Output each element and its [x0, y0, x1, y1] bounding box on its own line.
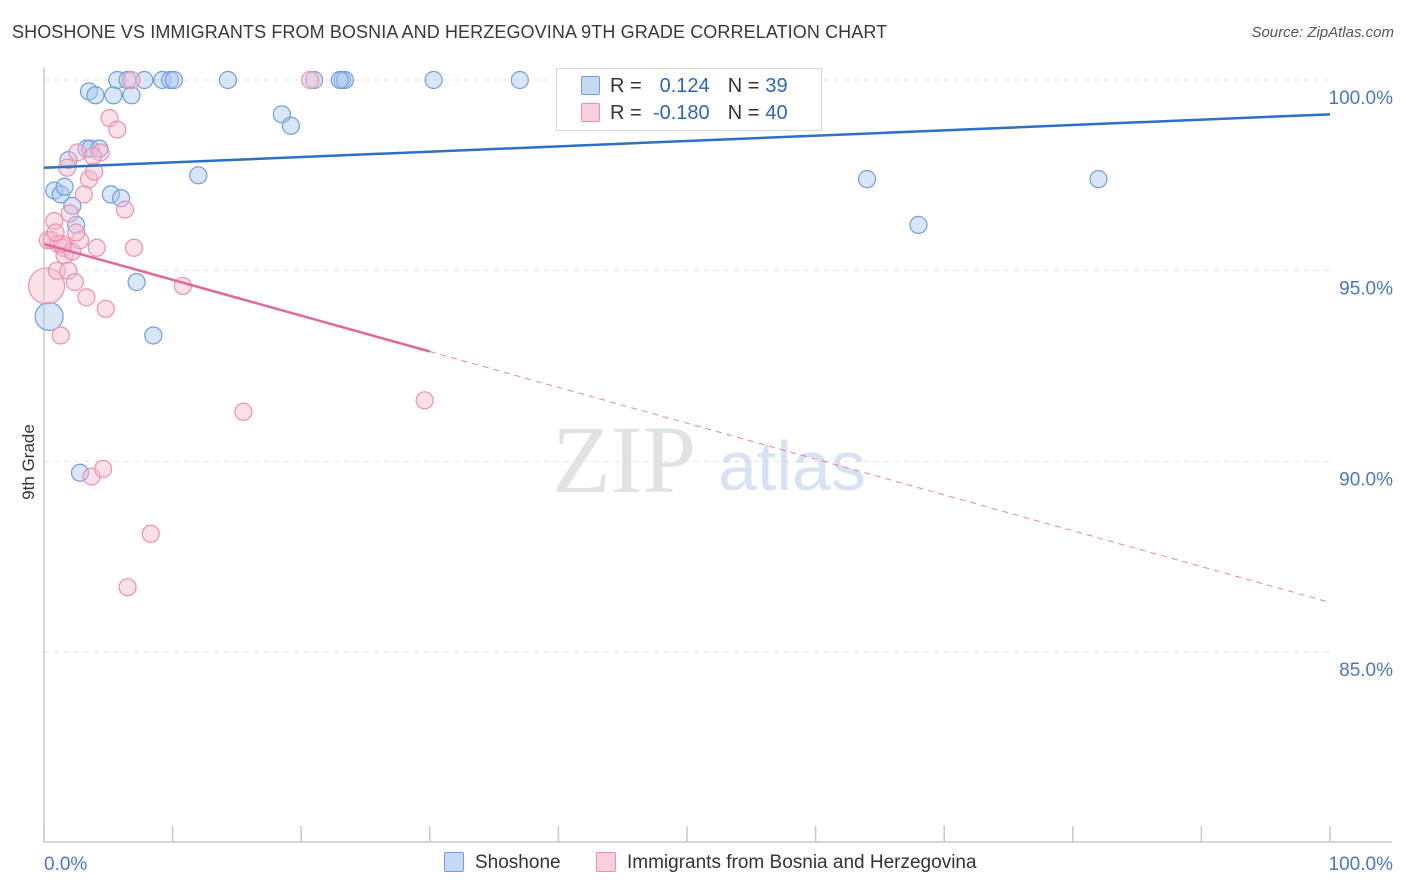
shoshone-swatch: [581, 76, 600, 95]
bosnia-point: [124, 238, 144, 257]
bosnia-point: [115, 200, 135, 219]
stats-legend: R = 0.124 N = 39 R = -0.180 N = 40: [556, 68, 822, 131]
shoshone-point: [909, 215, 928, 235]
shoshone-point: [144, 326, 163, 345]
shoshone-point: [218, 70, 237, 90]
bosnia-point: [51, 326, 70, 345]
bosnia-point: [96, 299, 115, 318]
x-tick-label: 0.0%: [44, 854, 87, 875]
shoshone-point: [77, 139, 96, 158]
bosnia-trend-extension: [429, 351, 1331, 603]
shoshone-point: [122, 86, 141, 105]
shoshone-point: [135, 70, 154, 90]
bosnia-point: [234, 402, 253, 421]
stats-row-shoshone: R = 0.124 N = 39: [581, 75, 788, 99]
y-tick-labels: 85.0% 90.0% 95.0% 100.0%: [1329, 88, 1394, 681]
bosnia-point: [415, 391, 434, 410]
watermark: ZIP atlas: [552, 406, 866, 513]
n-value: 40: [765, 102, 788, 124]
bosnia-point: [60, 204, 79, 223]
shoshone-point: [101, 185, 120, 204]
y-tick-label: 85.0%: [1339, 660, 1393, 681]
x-tick-labels: 0.0% 100.0%: [44, 854, 1393, 875]
stats-row-bosnia: R = -0.180 N = 40: [581, 102, 788, 126]
shoshone-point: [104, 86, 123, 105]
bosnia-point: [301, 70, 320, 90]
bosnia-point: [87, 238, 106, 257]
shoshone-point: [108, 70, 127, 90]
bosnia-trend-line: [43, 242, 431, 353]
shoshone-point: [304, 70, 324, 90]
bosnia-point: [46, 223, 65, 242]
n-label: N =: [727, 75, 760, 97]
r-label: R =: [610, 75, 642, 97]
shoshone-point: [510, 70, 529, 90]
bosnia-point: [85, 162, 104, 181]
source-note: Source: ZipAtlas.com: [1251, 24, 1394, 41]
shoshone-point: [281, 116, 301, 135]
bosnia-point: [38, 231, 57, 250]
axes: [43, 68, 1392, 843]
bosnia-point: [27, 267, 66, 305]
bosnia-point: [94, 459, 113, 479]
watermark-atlas: atlas: [718, 427, 866, 505]
y-axis-label: 9th Grade: [19, 424, 38, 500]
r-value: 0.124: [659, 75, 710, 97]
shoshone-point: [189, 166, 208, 185]
shoshone-point: [335, 70, 355, 90]
legend-item-shoshone[interactable]: Shoshone: [444, 852, 561, 874]
trend-lines: [43, 113, 1331, 603]
shoshone-point: [160, 70, 180, 90]
bosnia-point: [65, 273, 84, 292]
x-tick-label: 100.0%: [1329, 854, 1394, 875]
shoshone-point: [857, 170, 877, 189]
y-tick-label: 100.0%: [1329, 88, 1394, 109]
bosnia-point: [74, 185, 93, 204]
shoshone-point: [1089, 170, 1108, 189]
shoshone-point: [127, 273, 146, 292]
shoshone-point: [55, 177, 74, 196]
bosnia-point: [67, 223, 86, 242]
bosnia-swatch: [581, 103, 600, 122]
series-legend: Shoshone Immigrants from Bosnia and Herz…: [0, 850, 1406, 880]
y-tick-label: 95.0%: [1339, 279, 1393, 300]
shoshone-point: [424, 70, 443, 90]
r-value: -0.180: [652, 102, 710, 124]
bosnia-legend-swatch: [596, 852, 616, 872]
shoshone-point: [112, 189, 131, 208]
shoshone-point: [70, 463, 90, 482]
legend-item-bosnia[interactable]: Immigrants from Bosnia and Herzegovina: [596, 852, 977, 874]
chart-title: SHOSHONE VS IMMIGRANTS FROM BOSNIA AND H…: [12, 22, 888, 42]
data-points: [27, 70, 1108, 597]
bosnia-point: [118, 578, 137, 597]
bosnia-point: [108, 120, 127, 139]
bosnia-point: [141, 524, 160, 543]
shoshone-point: [164, 70, 183, 90]
bosnia-point: [122, 70, 141, 90]
n-value: 39: [765, 75, 788, 97]
shoshone-trend-line: [43, 113, 1331, 169]
shoshone-point: [86, 86, 105, 105]
legend-label: Immigrants from Bosnia and Herzegovina: [627, 852, 977, 873]
shoshone-point: [330, 70, 349, 90]
y-tick-label: 90.0%: [1339, 469, 1393, 490]
watermark-zip: ZIP: [552, 406, 696, 513]
r-label: R =: [610, 102, 642, 124]
shoshone-legend-swatch: [444, 852, 464, 872]
bosnia-point: [68, 143, 87, 162]
n-label: N =: [727, 102, 760, 124]
grid-lines: [44, 79, 1330, 653]
shoshone-point: [67, 215, 86, 235]
shoshone-point: [34, 301, 64, 332]
bosnia-point: [77, 288, 96, 307]
legend-label: Shoshone: [475, 852, 561, 873]
bosnia-point: [59, 261, 78, 280]
bosnia-point: [83, 147, 102, 166]
